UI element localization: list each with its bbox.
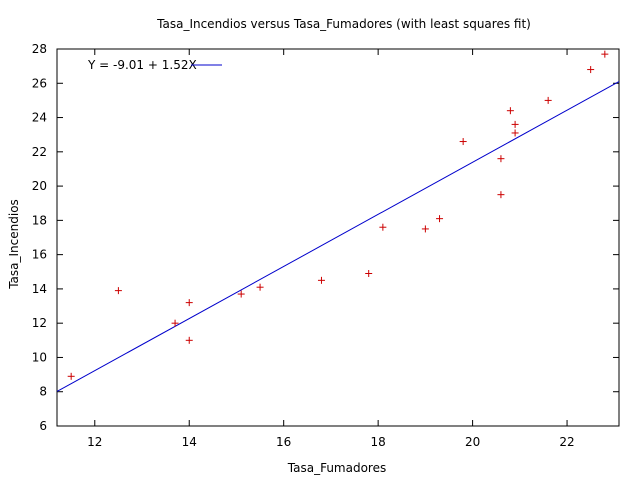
x-tick-label: 18 [371, 435, 386, 449]
y-axis-label: Tasa_Incendios [7, 199, 21, 290]
y-tick-label: 12 [32, 316, 47, 330]
data-point [365, 269, 373, 277]
fit-line [57, 81, 619, 392]
data-point [497, 155, 505, 163]
data-point [379, 223, 387, 231]
plot-frame [56, 48, 620, 427]
data-point [317, 276, 325, 284]
data-point [587, 66, 595, 74]
x-tick-label: 16 [276, 435, 291, 449]
data-point [544, 96, 552, 104]
y-tick-label: 16 [32, 248, 47, 262]
x-tick-label: 14 [182, 435, 197, 449]
data-point [436, 215, 444, 223]
y-tick-label: 18 [32, 213, 47, 227]
data-point [185, 299, 193, 307]
y-tick-label: 8 [39, 385, 47, 399]
y-tick-label: 22 [32, 145, 47, 159]
y-tick-label: 20 [32, 179, 47, 193]
data-point [256, 283, 264, 291]
data-point [421, 225, 429, 233]
data-point [67, 372, 75, 380]
y-tick-label: 6 [39, 419, 47, 433]
x-axis-label: Tasa_Fumadores [287, 461, 386, 475]
y-tick-label: 28 [32, 42, 47, 56]
y-tick-label: 24 [32, 111, 47, 125]
data-point [237, 290, 245, 298]
data-point [497, 191, 505, 199]
data-point [114, 287, 122, 295]
y-tick-label: 10 [32, 350, 47, 364]
x-tick-label: 12 [87, 435, 102, 449]
legend-fit-label: Y = -9.01 + 1.52X [87, 58, 197, 72]
data-point [171, 319, 179, 327]
legend: Y = -9.01 + 1.52X [87, 58, 222, 72]
x-tick-label: 20 [465, 435, 480, 449]
data-point [511, 120, 519, 128]
data-point [511, 129, 519, 137]
y-tick-label: 14 [32, 282, 47, 296]
data-point [459, 138, 467, 146]
chart-title: Tasa_Incendios versus Tasa_Fumadores (wi… [156, 17, 531, 31]
data-point [601, 50, 609, 58]
plot-area: 12 14 16 18 20 22 6 8 10 12 14 16 18 20 22 24 26 28 [32, 42, 620, 449]
x-tick-label: 22 [559, 435, 574, 449]
y-tick-label: 26 [32, 76, 47, 90]
data-point [185, 336, 193, 344]
data-point [506, 107, 514, 115]
